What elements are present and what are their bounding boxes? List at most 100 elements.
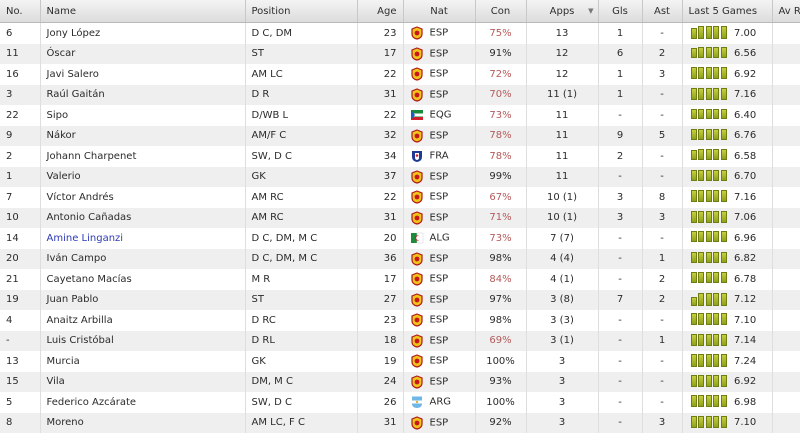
cell-condition: 97% <box>475 289 527 310</box>
cell-player-name[interactable]: Luis Cristóbal <box>40 330 246 351</box>
cell-player-name[interactable]: Iván Campo <box>40 248 246 269</box>
nationality-code: ESP <box>429 355 449 367</box>
cell-player-name[interactable]: Murcia <box>40 351 246 372</box>
rating-bar <box>705 67 712 80</box>
column-header-position[interactable]: Position <box>245 0 358 23</box>
rating-bar <box>720 210 727 223</box>
cell-player-name[interactable]: Juan Pablo <box>40 289 246 310</box>
cell-goals: - <box>598 392 643 413</box>
rating-bar <box>720 415 727 428</box>
spain-crest-icon <box>410 88 424 102</box>
column-header-name[interactable]: Name <box>40 0 246 23</box>
nationality-code: ESP <box>429 68 449 80</box>
column-header-nat[interactable]: Nat <box>403 0 476 23</box>
cell-no: 5 <box>0 392 41 413</box>
last-5-average: 6.76 <box>734 130 757 142</box>
rating-bar <box>698 251 704 263</box>
cell-age: 31 <box>357 207 404 228</box>
spain-crest-icon <box>410 416 424 430</box>
cell-player-name[interactable]: Federico Azcárate <box>40 392 246 413</box>
cell-assists: - <box>642 392 683 413</box>
cell-assists: - <box>642 371 683 392</box>
cell-player-name[interactable]: Moreno <box>40 412 246 433</box>
cell-player-name[interactable]: Sipo <box>40 105 246 126</box>
table-row[interactable]: 20 Iván Campo D C, DM, M C 36 ESP 98% 4 (4) -1 6… <box>0 248 800 269</box>
last-5-average: 7.16 <box>734 89 757 101</box>
cell-age: 36 <box>357 248 404 269</box>
form-bars <box>690 149 729 163</box>
column-header-age[interactable]: Age <box>357 0 404 23</box>
rating-bar <box>720 109 727 120</box>
cell-player-name[interactable]: Óscar <box>40 43 246 64</box>
cell-player-name[interactable]: Amine Linganzi <box>40 228 246 249</box>
cell-nationality: ESP <box>403 248 476 269</box>
cell-player-name[interactable]: Javi Salero <box>40 64 246 85</box>
table-row[interactable]: 5 Federico Azcárate SW, D C 26 ARG 100% 3- -6.9… <box>0 392 800 413</box>
table-row[interactable]: 10 Antonio Cañadas AM RC 31 ESP 71% 10 (1) 3 3 7.… <box>0 207 800 228</box>
cell-player-name[interactable]: Jony López <box>40 22 246 44</box>
cell-player-name[interactable]: Johann Charpenet <box>40 146 246 167</box>
cell-apps: 3 <box>526 412 599 433</box>
cell-player-name[interactable]: Nákor <box>40 125 246 146</box>
cell-player-name[interactable]: Antonio Cañadas <box>40 207 246 228</box>
cell-condition: 100% <box>475 392 527 413</box>
nationality-code: ARG <box>429 396 452 408</box>
column-header-apps[interactable]: Apps ▼ <box>526 0 599 23</box>
cell-goals: - <box>598 228 643 249</box>
cell-goals: - <box>598 330 643 351</box>
form-bars <box>690 313 729 327</box>
column-header-ast[interactable]: Ast <box>642 0 683 23</box>
cell-average-rating: 7.39 <box>772 187 800 208</box>
cell-player-name[interactable]: Cayetano Macías <box>40 269 246 290</box>
last-5-average: 6.92 <box>734 376 757 388</box>
cell-player-name[interactable]: Vila <box>40 371 246 392</box>
cell-last-5-games: 6.82 <box>682 248 773 269</box>
cell-player-name[interactable]: Valerio <box>40 166 246 187</box>
rating-bar <box>698 231 704 243</box>
cell-player-name[interactable]: Víctor Andrés <box>40 187 246 208</box>
column-header-con[interactable]: Con <box>475 0 527 23</box>
cell-position: AM/F C <box>245 125 358 146</box>
cell-condition: 93% <box>475 371 527 392</box>
column-header-avrat[interactable]: Av Rat <box>772 0 800 23</box>
last-5-average: 6.82 <box>734 253 757 265</box>
column-header-no[interactable]: No. <box>0 0 41 23</box>
cell-position: D C, DM, M C <box>245 248 358 269</box>
column-header-gls[interactable]: Gls <box>598 0 643 23</box>
cell-apps: 3 (8) <box>526 289 599 310</box>
cell-condition: 67% <box>475 187 527 208</box>
column-header-last5[interactable]: Last 5 Games <box>682 0 773 23</box>
cell-no: 2 <box>0 146 41 167</box>
cell-average-rating: 6.93 <box>772 228 800 249</box>
rating-bar <box>698 210 704 223</box>
form-bars <box>690 46 729 61</box>
cell-position: SW, D C <box>245 146 358 167</box>
last-5-average: 6.96 <box>734 232 757 244</box>
cell-player-name[interactable]: Raúl Gaitán <box>40 84 246 105</box>
cell-goals: 3 <box>598 207 643 228</box>
form-bars <box>690 354 729 368</box>
cell-last-5-games: 7.16 <box>682 84 773 105</box>
cell-condition: 70% <box>475 84 527 105</box>
cell-nationality: ESP <box>403 351 476 372</box>
cell-apps: 3 (1) <box>526 330 599 351</box>
table-row[interactable]: 2 Johann Charpenet SW, D C 34 FRA 78% 11 2-6.58… <box>0 146 800 167</box>
cell-player-name[interactable]: Anaitz Arbilla <box>40 310 246 331</box>
rating-bar <box>690 296 697 306</box>
table-row[interactable]: 14 Amine Linganzi D C, DM, M C 20 ALG 73% 7 (7… <box>0 228 800 249</box>
